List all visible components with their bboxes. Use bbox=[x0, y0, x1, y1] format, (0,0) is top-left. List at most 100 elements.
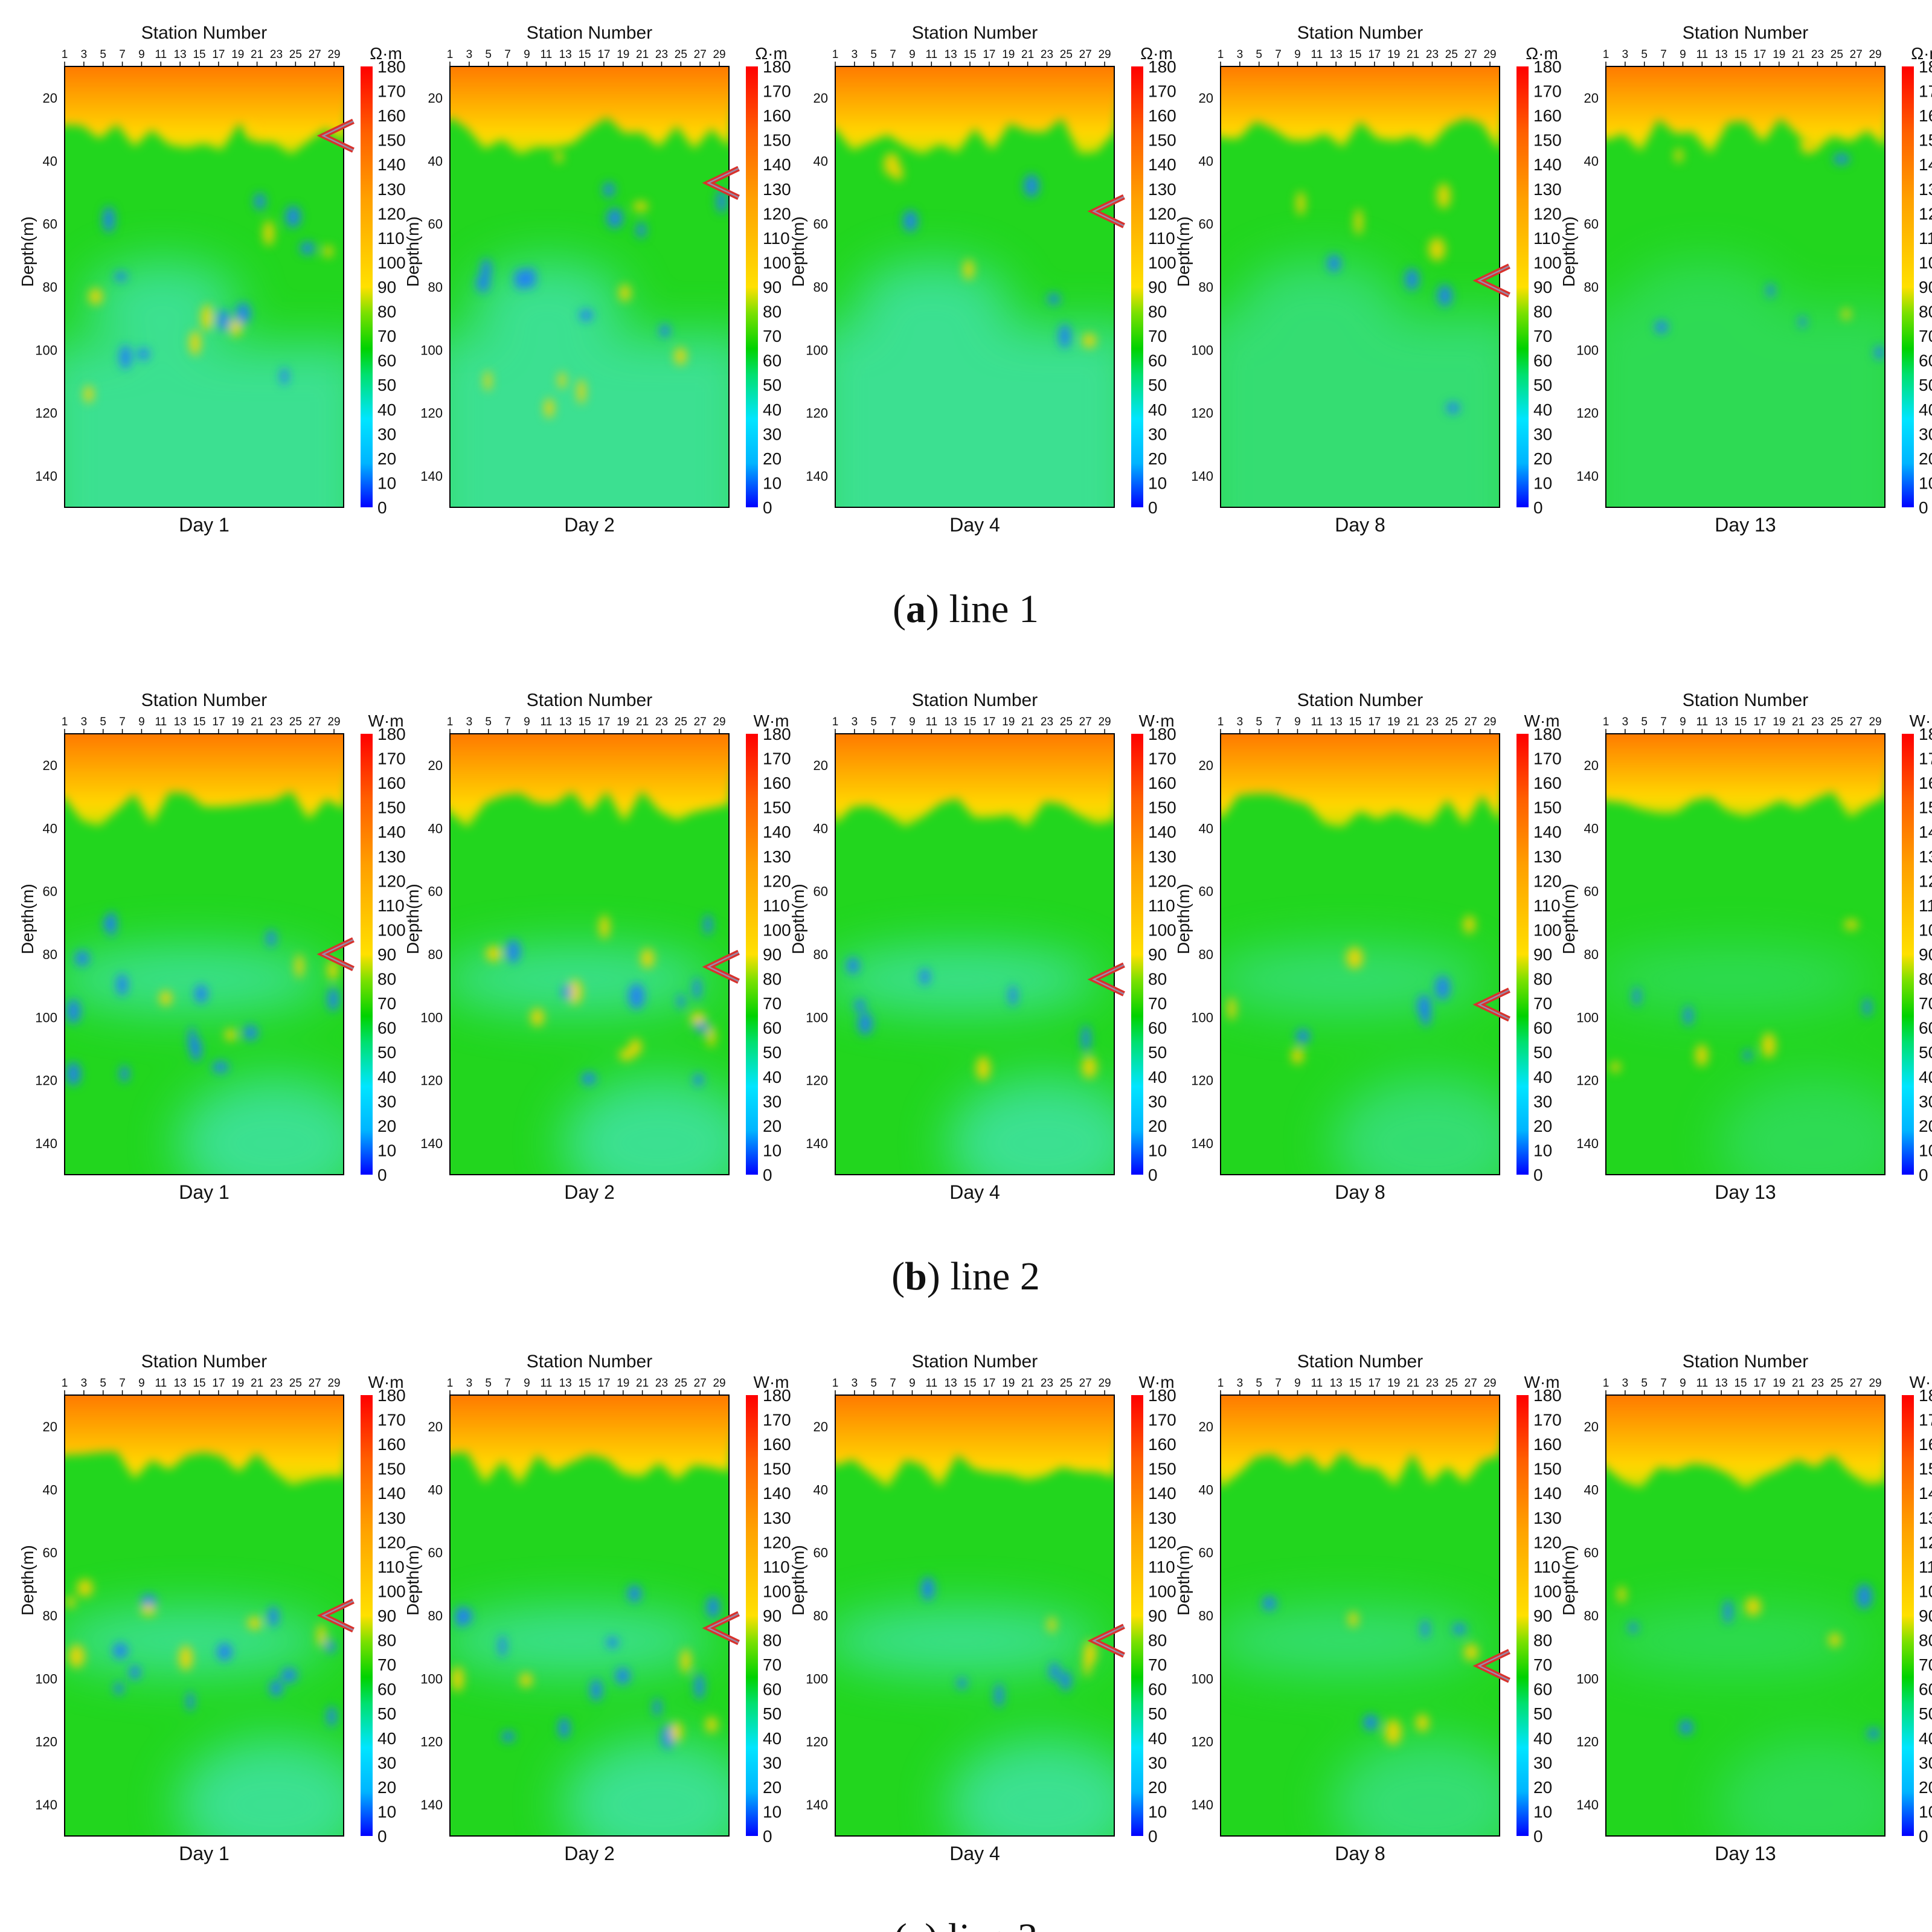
colorbar-tick-label: 140 bbox=[763, 1484, 791, 1503]
colorbar-tick-label: 140 bbox=[1533, 823, 1562, 841]
x-tick-labels: 1 3 5 7 9 11 13 15 17 19 21 23 25 27 29 bbox=[1603, 1377, 1882, 1395]
x-tick-label: 3 bbox=[81, 716, 88, 728]
colorbar-tick-label: 40 bbox=[1919, 400, 1932, 419]
x-tick-label: 17 bbox=[983, 716, 995, 728]
x-axis-title: Station Number bbox=[1683, 690, 1808, 710]
y-tick-label: 60 bbox=[1584, 217, 1599, 232]
colorbar-tick-label: 20 bbox=[377, 1778, 396, 1797]
x-tick-label: 23 bbox=[1041, 1377, 1053, 1390]
x-tick-label: 17 bbox=[1368, 1377, 1381, 1390]
x-tick-label: 21 bbox=[1021, 1377, 1034, 1390]
x-tick-label: 9 bbox=[909, 1377, 916, 1390]
colorbar-tick-label: 20 bbox=[1919, 449, 1932, 468]
y-tick-label: 120 bbox=[806, 406, 828, 421]
y-axis-title: Depth(m) bbox=[403, 216, 422, 287]
colorbar-tick-label: 0 bbox=[377, 498, 387, 517]
x-tick-label: 19 bbox=[231, 1377, 244, 1390]
heatmap-high-zone bbox=[65, 734, 344, 826]
x-tick-label: 29 bbox=[1483, 1377, 1496, 1390]
marker-arrow-outline bbox=[1092, 1625, 1125, 1656]
plot-frame bbox=[449, 66, 730, 508]
colorbar: W·m 0 10 20 30 40 50 60 70 80 90 100 110 120 130 140 150… bbox=[1131, 711, 1176, 1184]
y-tick-label: 40 bbox=[428, 153, 443, 168]
x-tick-label: 7 bbox=[1660, 48, 1667, 61]
x-axis-title: Station Number bbox=[141, 690, 267, 710]
x-tick-label: 29 bbox=[1098, 716, 1111, 728]
colorbar-tick-label: 90 bbox=[377, 945, 396, 964]
y-tick-label: 40 bbox=[814, 153, 828, 168]
x-tick-label: 7 bbox=[1660, 1377, 1667, 1390]
y-tick-label: 40 bbox=[43, 153, 57, 168]
x-tick-label: 5 bbox=[485, 1377, 492, 1390]
y-tick-labels: 20 40 60 80 100 120 140 bbox=[35, 758, 57, 1151]
y-axis-title: Depth(m) bbox=[789, 216, 807, 287]
x-tick-label: 19 bbox=[1002, 48, 1015, 61]
y-tick-label: 120 bbox=[35, 406, 57, 421]
x-tick-label: 17 bbox=[983, 48, 995, 61]
marker-arrow-outline bbox=[707, 1613, 739, 1643]
colorbar-unit: W·m bbox=[1524, 711, 1559, 730]
heatmap-field bbox=[65, 1395, 344, 1836]
colorbar-tick-label: 170 bbox=[1919, 82, 1932, 101]
x-tick-label: 17 bbox=[212, 1377, 225, 1390]
colorbar-gradient bbox=[1131, 1395, 1143, 1836]
x-tick-label: 7 bbox=[890, 48, 896, 61]
heatmap-field bbox=[450, 734, 729, 1175]
y-tick-label: 120 bbox=[806, 1735, 828, 1750]
x-tick-label: 9 bbox=[138, 716, 145, 728]
colorbar-tick-label: 80 bbox=[1533, 970, 1552, 989]
x-tick-label: 25 bbox=[675, 716, 687, 728]
row-caption-letter: b bbox=[905, 1254, 927, 1298]
colorbar-tick-label: 170 bbox=[763, 82, 791, 101]
colorbar-tick-label: 20 bbox=[1533, 1117, 1552, 1135]
colorbar-tick-label: 100 bbox=[763, 1582, 791, 1600]
colorbar-tick-label: 120 bbox=[377, 204, 406, 223]
colorbar-gradient bbox=[1902, 66, 1914, 507]
y-tick-label: 40 bbox=[814, 1482, 828, 1497]
colorbar-tick-label: 50 bbox=[763, 1704, 781, 1723]
colorbar-tick-label: 90 bbox=[377, 1606, 396, 1625]
colorbar-tick-label: 80 bbox=[763, 970, 781, 989]
y-tick-label: 60 bbox=[1199, 1545, 1213, 1561]
x-tick-label: 1 bbox=[1218, 48, 1224, 61]
heatmap-anomalies bbox=[921, 1577, 1097, 1708]
x-tick-label: 5 bbox=[1256, 716, 1262, 728]
colorbar-tick-label: 50 bbox=[1148, 376, 1167, 394]
colorbar-tick-label: 160 bbox=[1919, 1435, 1932, 1454]
heatmap-field bbox=[835, 66, 1114, 507]
x-tick-label: 17 bbox=[597, 48, 610, 61]
x-tick-label: 15 bbox=[1734, 716, 1747, 728]
x-tick-label: 29 bbox=[1098, 48, 1111, 61]
panel-title: Day 8 bbox=[1335, 1181, 1385, 1203]
colorbar-tick-labels: 0 10 20 30 40 50 60 70 80 90 100 110 120 130 140 150 160… bbox=[377, 57, 406, 517]
panel-title: Day 2 bbox=[564, 514, 615, 536]
y-tick-label: 120 bbox=[420, 406, 443, 421]
colorbar-tick-label: 110 bbox=[1533, 229, 1561, 248]
y-tick-label: 40 bbox=[43, 821, 57, 836]
y-tick-label: 60 bbox=[814, 884, 828, 899]
x-tick-label: 11 bbox=[540, 1377, 552, 1390]
y-tick-labels: 20 40 60 80 100 120 140 bbox=[420, 91, 443, 484]
colorbar-tick-labels: 0 10 20 30 40 50 60 70 80 90 100 110 120 130 140 150 160… bbox=[763, 57, 791, 517]
plot-frame bbox=[1605, 733, 1885, 1175]
colorbar-tick-label: 100 bbox=[1533, 920, 1562, 939]
colorbar-tick-label: 80 bbox=[763, 1631, 781, 1650]
x-tick-label: 13 bbox=[945, 48, 957, 61]
y-tick-label: 100 bbox=[35, 1671, 57, 1686]
colorbar-tick-label: 150 bbox=[763, 1460, 791, 1478]
colorbar-tick-label: 10 bbox=[763, 1802, 781, 1821]
heatmap-low-zone bbox=[1221, 1607, 1500, 1836]
colorbar-tick-label: 70 bbox=[1533, 327, 1552, 345]
heatmap-high-zone bbox=[65, 1395, 344, 1486]
marker-arrow-outline bbox=[707, 167, 739, 199]
colorbar-unit: W·m bbox=[1909, 1373, 1932, 1391]
x-tick-label: 1 bbox=[1218, 716, 1224, 728]
x-tick-label: 17 bbox=[1753, 1377, 1766, 1390]
x-tick-label: 29 bbox=[327, 48, 340, 61]
colorbar-tick-label: 100 bbox=[1919, 253, 1932, 272]
colorbar-tick-labels: 0 10 20 30 40 50 60 70 80 90 100 110 120 130 140 150 160… bbox=[1919, 725, 1932, 1184]
colorbar-tick-labels: 0 10 20 30 40 50 60 70 80 90 100 110 120 130 140 150 160… bbox=[1533, 57, 1562, 517]
colorbar-tick-label: 60 bbox=[1148, 351, 1167, 370]
